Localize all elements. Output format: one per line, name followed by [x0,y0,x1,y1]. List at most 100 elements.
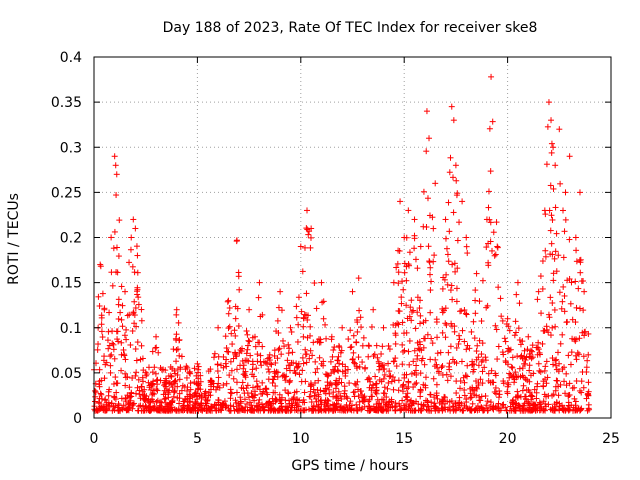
data-point [220,382,227,389]
data-point [495,400,502,407]
data-point [359,359,366,366]
data-point [96,381,103,388]
data-point [120,346,127,353]
data-point [386,368,393,375]
data-point [427,391,434,398]
data-point [423,108,430,115]
data-point [176,336,183,343]
data-point [312,395,319,402]
data-point [447,343,454,350]
data-point [423,406,430,413]
data-point [113,389,120,396]
data-point [350,389,357,396]
data-point [176,390,183,397]
data-point [518,352,525,359]
data-point [336,360,343,367]
data-point [346,380,353,387]
data-point [167,363,174,370]
data-point [315,336,322,343]
data-point [531,386,538,393]
data-point [259,401,266,408]
data-point [438,401,445,408]
data-point [334,357,341,364]
data-point [491,252,498,259]
data-point [452,162,459,169]
data-point [525,400,532,407]
data-point [404,315,411,322]
data-point [490,229,497,236]
data-point [562,189,569,196]
data-point [504,315,511,322]
data-point [442,235,449,242]
data-point [514,279,521,286]
data-point [271,406,278,413]
data-point [454,265,461,272]
data-point [315,407,322,414]
data-point [501,335,508,342]
data-point [395,387,402,394]
data-point [406,262,413,269]
data-point [322,390,329,397]
data-point [335,353,342,360]
data-point [214,368,221,375]
data-point [478,393,485,400]
data-point [135,301,142,308]
data-point [210,354,217,361]
data-point [565,352,572,359]
data-point [540,378,547,385]
data-point [235,323,242,330]
data-point [299,367,306,374]
data-point [256,396,263,403]
data-point [548,240,555,247]
data-point [494,403,501,410]
data-point [353,339,360,346]
data-point [113,244,120,251]
data-point [505,323,512,330]
data-point [552,162,559,169]
data-point [446,366,453,373]
data-point [302,346,309,353]
data-point [254,351,261,358]
data-point [122,382,129,389]
data-point [110,245,117,252]
data-point [440,274,447,281]
data-point [430,225,437,232]
data-point [504,379,511,386]
data-point [448,282,455,289]
data-point [419,355,426,362]
data-point [171,367,178,374]
data-point [396,248,403,255]
data-point [373,387,380,394]
data-point [529,342,536,349]
data-point [426,135,433,142]
data-point [208,404,215,411]
data-point [405,207,412,214]
data-point [417,370,424,377]
data-point [114,269,121,276]
data-point [243,350,250,357]
data-point [408,297,415,304]
data-point [233,366,240,373]
data-point [285,341,292,348]
data-point [320,315,327,322]
data-point [473,270,480,277]
data-point [307,244,314,251]
data-point [523,354,530,361]
data-point [539,340,546,347]
data-point [172,377,179,384]
data-point [369,393,376,400]
data-point [240,362,247,369]
data-point [257,352,264,359]
data-point [131,269,138,276]
data-point [509,364,516,371]
data-point [430,258,437,265]
data-point [487,219,494,226]
data-point [254,404,261,411]
data-point [376,363,383,370]
data-point [379,343,386,350]
data-point [538,310,545,317]
data-point [492,390,499,397]
data-point [582,328,589,335]
data-point [133,323,140,330]
data-point [559,298,566,305]
